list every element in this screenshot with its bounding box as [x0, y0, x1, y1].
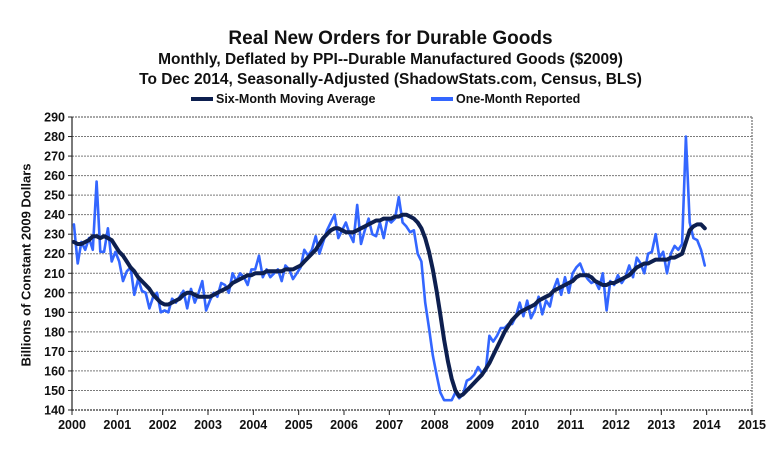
x-tick-label: 2004 — [239, 418, 267, 432]
x-tick-label: 2010 — [511, 418, 539, 432]
legend-item-six-month: Six-Month Moving Average — [191, 90, 376, 108]
y-tick-label: 240 — [44, 208, 65, 222]
x-tick-label: 2000 — [58, 418, 86, 432]
y-tick-label: 180 — [44, 325, 65, 339]
y-tick-label: 220 — [44, 247, 65, 261]
x-tick-label: 2001 — [103, 418, 131, 432]
x-tick-label: 2008 — [421, 418, 449, 432]
x-tick-label: 2012 — [602, 418, 630, 432]
chart-subtitle-2: To Dec 2014, Seasonally-Adjusted (Shadow… — [139, 71, 642, 88]
legend-label-six-month: Six-Month Moving Average — [216, 92, 376, 106]
x-tick-label: 2011 — [557, 418, 584, 432]
plot-frame — [71, 116, 753, 411]
y-axis-ticks: 140 150 160 170 180 190 200 210 220 230 240 250 260 2… — [44, 111, 72, 418]
x-tick-label: 2013 — [647, 418, 675, 432]
y-tick-label: 140 — [44, 404, 65, 418]
y-tick-label: 250 — [44, 189, 65, 203]
legend-label-one-month: One-Month Reported — [456, 92, 581, 106]
y-tick-label: 210 — [44, 267, 65, 281]
x-tick-label: 2002 — [149, 418, 177, 432]
chart-title-block: Real New Orders for Durable Goods Monthl… — [0, 28, 781, 90]
legend-swatch-one-month — [431, 97, 453, 101]
chart-title: Real New Orders for Durable Goods — [228, 28, 553, 49]
y-tick-label: 260 — [44, 169, 65, 183]
y-tick-label: 290 — [44, 111, 65, 125]
x-axis-ticks: 2000 2001 2002 2003 2004 2005 2006 2007 2008 2009… — [58, 410, 766, 432]
x-tick-label: 2006 — [330, 418, 358, 432]
x-tick-label: 2014 — [693, 418, 721, 432]
series-lines — [71, 135, 707, 402]
legend: Six-Month Moving Average One-Month Repor… — [0, 90, 781, 108]
y-tick-label: 230 — [44, 228, 65, 242]
y-tick-label: 170 — [44, 345, 65, 359]
y-tick-label: 160 — [44, 364, 65, 378]
chart-subtitle-1: Monthly, Deflated by PPI--Durable Manufa… — [158, 51, 623, 68]
x-tick-label: 2005 — [285, 418, 313, 432]
series-line-six-month-average — [71, 212, 707, 399]
x-tick-label: 2009 — [466, 418, 494, 432]
legend-swatch-six-month — [191, 97, 213, 101]
y-tick-label: 270 — [44, 150, 65, 164]
y-tick-label: 200 — [44, 286, 65, 300]
legend-item-one-month: One-Month Reported — [431, 90, 580, 108]
y-tick-label: 150 — [44, 384, 65, 398]
y-tick-label: 190 — [44, 306, 65, 320]
x-tick-label: 2015 — [738, 418, 766, 432]
y-tick-label: 280 — [44, 130, 65, 144]
x-tick-label: 2007 — [375, 418, 403, 432]
x-tick-label: 2003 — [194, 418, 222, 432]
